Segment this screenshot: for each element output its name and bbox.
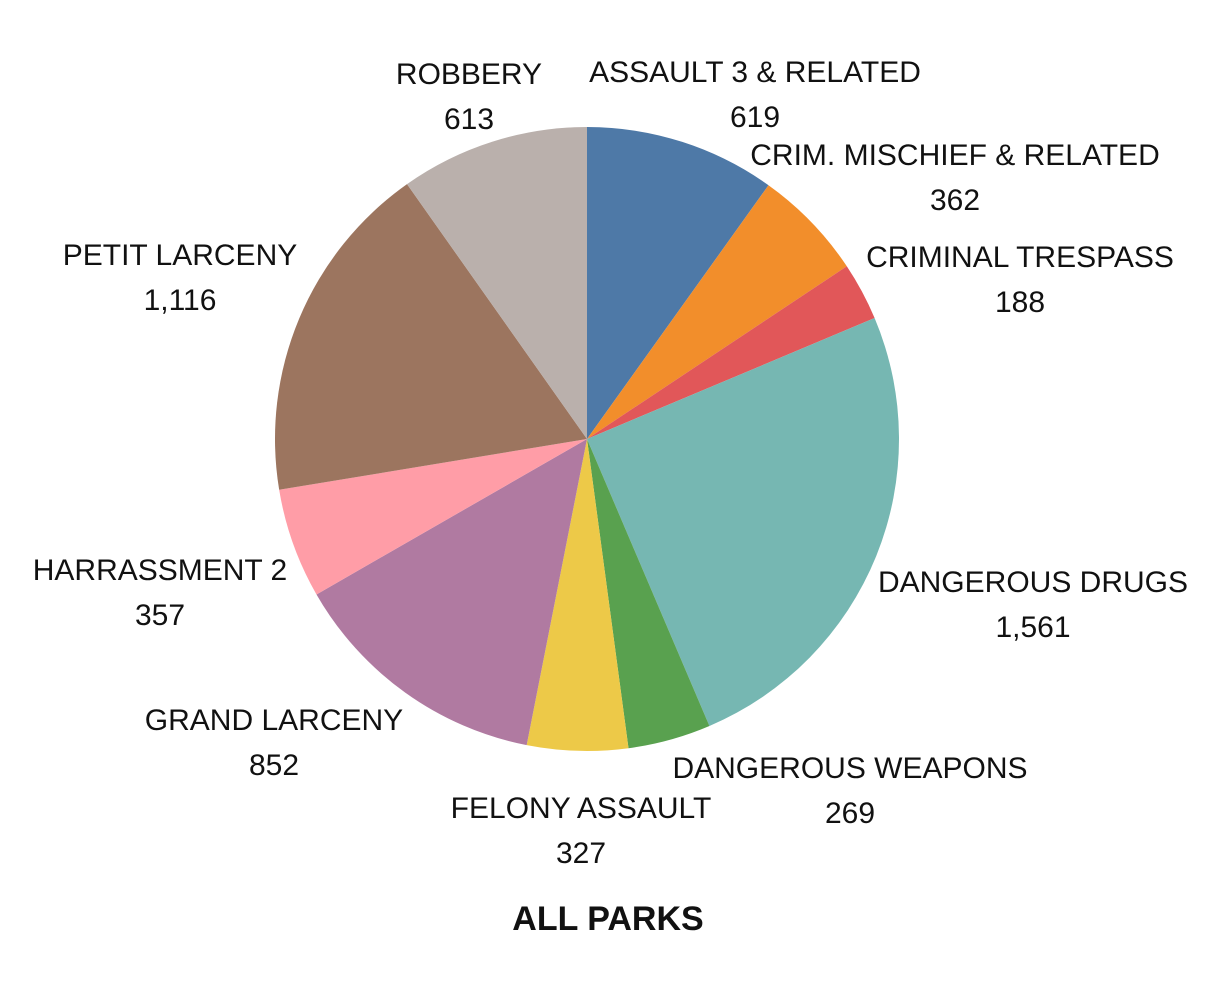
pie-slice-crim-mischief-related <box>587 185 847 439</box>
pie-slice-dangerous-weapons <box>587 439 710 749</box>
slice-label: DANGEROUS DRUGS <box>878 566 1188 599</box>
slice-label: HARRASSMENT 2 <box>33 554 288 587</box>
slice-value-label: 362 <box>930 184 980 217</box>
pie-slice-petit-larceny <box>274 184 587 490</box>
pie-slice-assault-3-related <box>587 127 769 439</box>
pie-slice-criminal-trespass <box>587 266 875 439</box>
slice-value-label: 357 <box>135 599 185 632</box>
chart-title: ALL PARKS <box>512 900 703 938</box>
slice-labels: ASSAULT 3 & RELATED 619 CRIM. MISCHIEF & R… <box>33 56 1188 870</box>
slice-value-label: 327 <box>556 837 606 870</box>
slice-value-label: 269 <box>825 797 875 830</box>
slice-value-label: 613 <box>444 103 494 136</box>
slice-value-label: 619 <box>730 101 780 134</box>
slice-value-label: 1,116 <box>144 284 217 317</box>
pie-slices <box>274 127 900 752</box>
pie-slice-harrassment-2 <box>279 439 587 595</box>
pie-slice-robbery <box>407 127 587 439</box>
slice-label: ROBBERY <box>396 58 542 91</box>
slice-label: CRIMINAL TRESPASS <box>866 241 1174 274</box>
slice-label: FELONY ASSAULT <box>451 792 712 825</box>
slice-value-label: 1,561 <box>995 611 1070 644</box>
pie-slice-dangerous-drugs <box>587 318 900 726</box>
slice-label: DANGEROUS WEAPONS <box>672 752 1027 785</box>
slice-value-label: 852 <box>249 749 299 782</box>
slice-value-label: 188 <box>995 286 1045 319</box>
slice-label: ASSAULT 3 & RELATED <box>589 56 921 89</box>
slice-label: PETIT LARCENY <box>63 239 298 272</box>
slice-label: GRAND LARCENY <box>145 704 403 737</box>
pie-slice-grand-larceny <box>316 439 587 746</box>
pie-slice-felony-assault <box>526 439 629 752</box>
slice-label: CRIM. MISCHIEF & RELATED <box>750 139 1159 172</box>
